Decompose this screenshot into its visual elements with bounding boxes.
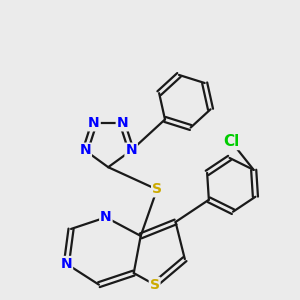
Text: N: N bbox=[117, 116, 128, 130]
Text: N: N bbox=[100, 210, 112, 224]
Text: N: N bbox=[88, 116, 100, 130]
Text: S: S bbox=[152, 182, 162, 197]
Text: S: S bbox=[150, 278, 160, 292]
Text: N: N bbox=[80, 143, 91, 158]
Text: Cl: Cl bbox=[223, 134, 239, 149]
Text: N: N bbox=[125, 143, 137, 158]
Text: N: N bbox=[61, 257, 72, 271]
